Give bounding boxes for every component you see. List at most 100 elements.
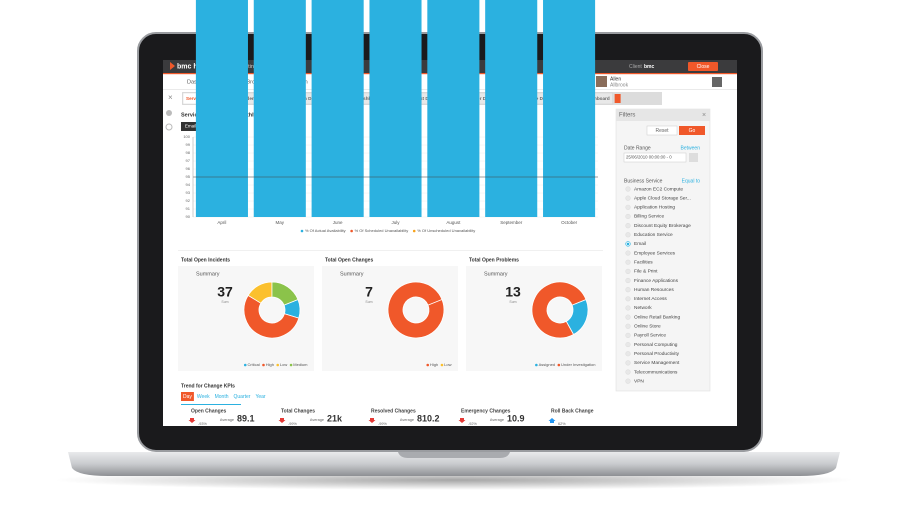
radio[interactable] [625, 369, 631, 375]
y-tick-label: 92 [186, 198, 191, 203]
radio[interactable] [625, 332, 631, 339]
service-option[interactable]: Internet Access [634, 296, 667, 302]
service-option[interactable]: Personal Productivity [634, 351, 680, 357]
filter-close[interactable]: × [702, 112, 706, 119]
date-op[interactable]: Between [681, 145, 701, 151]
service-option[interactable]: Amazon EC2 Compute [634, 186, 683, 192]
date-label: Date Range [624, 145, 651, 151]
radio[interactable] [625, 232, 631, 238]
donut-title: Total Open Incidents [181, 257, 230, 263]
service-option[interactable]: Facilities [634, 259, 653, 265]
radio[interactable] [625, 277, 631, 284]
radio[interactable] [625, 314, 631, 320]
radio-dot[interactable] [626, 242, 630, 246]
legend-label: Low [444, 362, 451, 367]
reset-button[interactable] [646, 125, 678, 136]
radio[interactable] [625, 250, 631, 256]
kpi-arrow [458, 418, 466, 423]
settings-icon[interactable] [166, 110, 172, 116]
service-option[interactable]: Online Store [634, 324, 661, 330]
close-button[interactable] [688, 62, 718, 71]
kpi-name: Open Changes [191, 408, 227, 414]
kpi-change: -93% [198, 422, 207, 426]
total: 37 [217, 284, 233, 300]
period-tab[interactable]: Month [215, 394, 229, 400]
radio[interactable] [625, 213, 631, 220]
legend-swatch [300, 229, 304, 233]
tab-label[interactable]: Work Order Dashboard [456, 96, 507, 101]
radio[interactable] [625, 341, 631, 348]
calendar-button[interactable] [689, 153, 698, 162]
y-tick-label: 91 [186, 206, 191, 211]
radio[interactable] [625, 268, 631, 274]
radio[interactable] [625, 195, 631, 201]
donut-segment [388, 282, 444, 338]
search-button[interactable] [712, 77, 722, 87]
tab-label[interactable]: Problem Dashboard [289, 96, 333, 101]
date-value[interactable]: 25/06/2010 00:00:00 - 0 [626, 155, 672, 160]
reset-label[interactable]: Reset [655, 128, 669, 134]
service-option[interactable]: Apple Cloud Storage Ser... [634, 195, 691, 201]
date-input[interactable] [623, 152, 687, 163]
tab-more[interactable] [614, 94, 621, 103]
service-option[interactable]: Employee Services [634, 250, 676, 256]
service-option[interactable]: Finance Applications [634, 278, 679, 284]
service-option[interactable]: Service Management [634, 360, 680, 366]
legend-label: % Of Scheduled Unavailability [355, 228, 409, 233]
email-button[interactable] [181, 122, 200, 131]
period-tab[interactable]: Week [197, 394, 210, 400]
service-option[interactable]: Telecommunications [634, 369, 678, 375]
kpi-average: Average [490, 418, 504, 422]
radio[interactable] [625, 323, 631, 329]
service-option[interactable]: VPN [634, 378, 644, 384]
y-tick-label: 95 [186, 174, 191, 179]
email-label[interactable]: Email [185, 124, 196, 129]
logo-mark [170, 62, 175, 70]
service-option[interactable]: Email [634, 241, 646, 247]
legend-swatch [276, 363, 280, 367]
go-button[interactable] [679, 126, 705, 135]
radio[interactable] [625, 223, 631, 229]
service-option[interactable]: Education Service [634, 232, 673, 238]
kpi-change: -92% [468, 422, 477, 426]
radio[interactable] [625, 259, 631, 265]
summary-label: Summary [196, 271, 220, 277]
radio[interactable] [625, 360, 631, 366]
legend-swatch [289, 363, 293, 367]
total-label: Sum [221, 300, 228, 304]
service-option[interactable]: Payroll Service [634, 333, 666, 339]
service-op[interactable]: Equal to [682, 178, 701, 184]
kpi-arrow [548, 418, 556, 423]
service-option[interactable]: Personal Computing [634, 342, 678, 348]
service-option[interactable]: Human Resources [634, 287, 674, 293]
radio[interactable] [625, 351, 631, 357]
period-tab[interactable]: Year [255, 394, 265, 400]
radio[interactable] [625, 305, 631, 311]
period-tab[interactable]: Day [183, 394, 192, 400]
close-icon[interactable]: × [168, 93, 173, 102]
service-option[interactable]: Billing Service [634, 214, 664, 220]
kpi-arrow [278, 418, 286, 423]
service-option[interactable]: File & Print [634, 269, 658, 275]
period-tab[interactable]: Quarter [234, 394, 251, 400]
radio[interactable] [625, 378, 631, 384]
x-tick-label: May [276, 220, 285, 225]
service-option[interactable]: Network [634, 305, 652, 311]
radio[interactable] [625, 186, 631, 192]
y-tick-label: 94 [186, 182, 191, 187]
service-option[interactable]: Discount Equity Brokerage [634, 223, 691, 229]
service-option[interactable]: Application Hosting [634, 205, 675, 211]
radio[interactable] [625, 204, 631, 210]
legend-label: % Of Actual Availability [305, 228, 346, 233]
go-label[interactable]: Go [689, 128, 696, 134]
donut-segment [243, 294, 300, 339]
period-active[interactable] [181, 392, 194, 401]
close-label[interactable]: Close [697, 64, 710, 70]
radio[interactable] [625, 287, 631, 293]
y-tick-label: 100 [183, 134, 190, 139]
kpi-average: Average [310, 418, 324, 422]
history-icon[interactable] [165, 123, 173, 131]
service-option[interactable]: Online Retail Banking [634, 314, 680, 320]
radio[interactable] [625, 296, 631, 302]
tab-label[interactable]: Knowledge Dashboard [514, 96, 564, 101]
